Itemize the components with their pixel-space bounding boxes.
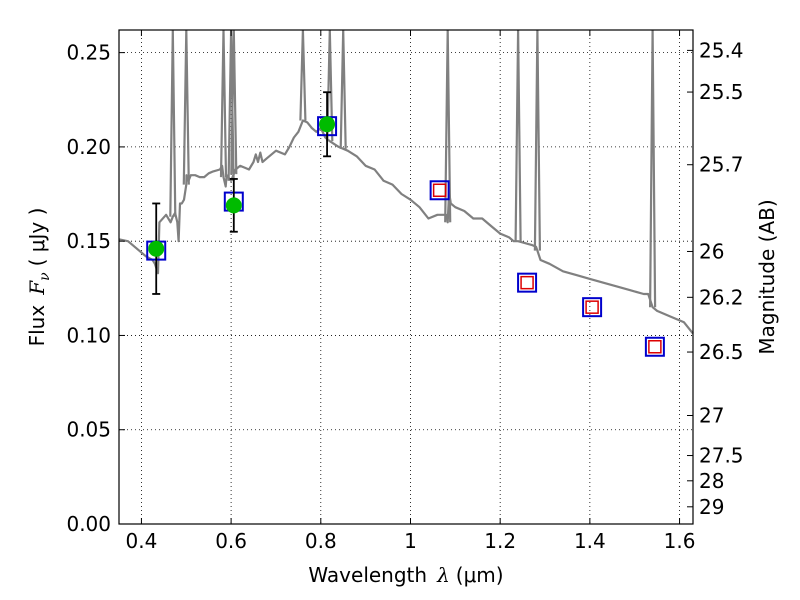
magnitude-tick-label: 26 [699, 239, 724, 263]
y-tick-label: 0.25 [66, 41, 111, 65]
x-tick-label: 1 [404, 529, 417, 553]
magnitude-tick-label: 26.5 [699, 340, 744, 364]
upper-limit-square [520, 275, 534, 290]
upper-limit-square [648, 340, 662, 354]
observed-photometry-point [319, 116, 336, 133]
emission-line-spike [533, 29, 541, 251]
emission-line-spike [299, 29, 307, 121]
magnitude-tick-label: 25.5 [699, 80, 744, 104]
x-axis-ticks: 0.4 0.6 0.8 1 1.2 1.4 1.6 [126, 30, 696, 553]
emission-line-spike [514, 29, 522, 242]
x-tick-label: 0.8 [305, 529, 337, 553]
y-tick-label: 0.10 [66, 323, 111, 347]
observed-photometry-point [225, 197, 242, 214]
spectrum-line [118, 119, 694, 335]
y-axis-ticks: 0.00 0.05 0.10 0.15 0.20 0.25 [66, 41, 125, 536]
observed-photometry-point [148, 240, 165, 257]
emission-line-spike [339, 29, 347, 149]
x-axis-title: Wavelength λ (μm) [308, 563, 503, 587]
emission-line-spike [169, 29, 177, 217]
magnitude-tick-label: 28 [699, 469, 724, 493]
model-photometry-square [517, 272, 538, 293]
emission-line-spike [219, 29, 228, 178]
emission-line-spike [649, 29, 657, 308]
model-photometry-square [429, 180, 450, 201]
x-tick-label: 0.4 [126, 529, 158, 553]
x-tick-label: 0.6 [215, 529, 247, 553]
upper-limit-square [585, 300, 599, 314]
magnitude-tick-label: 26.2 [699, 285, 744, 309]
y-tick-label: 0.20 [66, 135, 111, 159]
model-photometry-square [582, 297, 603, 318]
upper-limit-square [432, 183, 447, 198]
model-photometry-square [644, 336, 665, 357]
y-tick-label: 0.05 [66, 418, 111, 442]
y-axis-title: FluxFν( μJy ) [25, 208, 53, 347]
model-spectrum [118, 29, 694, 335]
magnitude-tick-label: 27 [699, 404, 724, 428]
grid-lines [119, 30, 693, 525]
photometry-markers [146, 91, 665, 357]
x-tick-label: 1.2 [484, 529, 516, 553]
magnitude-tick-label: 25.7 [699, 153, 744, 177]
magnitude-axis-title: Magnitude (AB) [755, 199, 779, 354]
y-tick-label: 0.00 [66, 512, 111, 536]
x-tick-label: 1.4 [574, 529, 606, 553]
emission-line-spike [182, 29, 190, 185]
magnitude-tick-label: 29 [699, 495, 724, 519]
y-tick-label: 0.15 [66, 229, 111, 253]
magnitude-tick-label: 25.4 [699, 38, 744, 62]
magnitude-tick-label: 27.5 [699, 444, 744, 468]
plot-frame [118, 29, 694, 525]
x-tick-label: 1.6 [664, 529, 696, 553]
